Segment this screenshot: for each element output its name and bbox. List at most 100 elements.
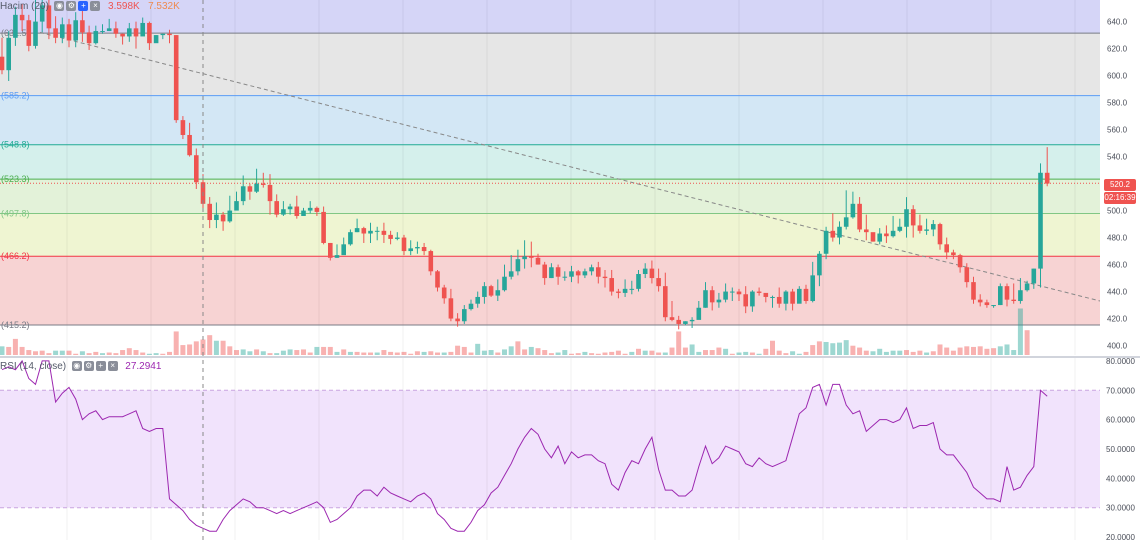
- volume-bar: [435, 352, 440, 355]
- volume-bar: [1004, 344, 1010, 355]
- candle: [676, 315, 681, 330]
- volume-value: 3.598K: [108, 1, 140, 12]
- rsi-pane[interactable]: 20.0000 30.0000 40.0000 50.0000 60.0000 70.00…: [0, 357, 1140, 540]
- volume-bar: [837, 342, 842, 355]
- volume-bar: [796, 353, 802, 355]
- close-icon[interactable]: ×: [107, 361, 118, 372]
- volume-bar: [555, 352, 561, 355]
- candle-body: [13, 14, 18, 38]
- volume-indicator-name: Hacim (20): [0, 1, 49, 12]
- candle-body: [274, 201, 279, 215]
- candle: [575, 269, 581, 284]
- candle: [462, 305, 467, 324]
- candle-body: [354, 228, 360, 233]
- candle: [388, 230, 393, 245]
- candle: [1024, 280, 1030, 292]
- candle: [582, 268, 588, 279]
- eye-icon[interactable]: ◉: [54, 1, 65, 12]
- fib-level-label: (466.2): [1, 251, 30, 261]
- candle: [153, 35, 159, 44]
- volume-bar: [602, 352, 608, 355]
- candle: [709, 286, 715, 311]
- candle-body: [683, 321, 688, 324]
- candle-body: [736, 291, 742, 295]
- candle-body: [709, 290, 715, 303]
- candle-body: [642, 268, 648, 275]
- volume-bar: [863, 350, 869, 355]
- candle: [482, 282, 487, 304]
- candle-body: [535, 257, 541, 265]
- candle-body: [120, 33, 125, 37]
- volume-bar: [783, 353, 789, 355]
- volume-bar: [307, 352, 313, 355]
- add-icon[interactable]: +: [95, 361, 106, 372]
- candle-body: [462, 309, 467, 322]
- candle: [441, 284, 447, 304]
- candle: [917, 214, 923, 234]
- candle-body: [234, 201, 239, 211]
- candle: [602, 269, 608, 288]
- settings-icon[interactable]: ⚙: [66, 1, 77, 12]
- candle-body: [756, 291, 762, 293]
- candle-body: [328, 242, 333, 258]
- candle: [247, 183, 253, 200]
- candle-body: [730, 291, 735, 293]
- candle-body: [482, 286, 487, 297]
- rsi-axis[interactable]: [1100, 358, 1140, 540]
- candle: [984, 299, 990, 308]
- price-tick-label: 400.0: [1107, 342, 1128, 351]
- volume-bar: [883, 351, 889, 355]
- candle-body: [301, 210, 306, 216]
- price-pane[interactable]: (631.5)(585.2)(548.8)(523.3)(497.8)(466.…: [0, 0, 1140, 358]
- volume-bar: [267, 353, 273, 355]
- candle-body: [549, 267, 554, 279]
- candle: [220, 211, 226, 231]
- candle-body: [998, 286, 1003, 306]
- candle-body: [676, 319, 681, 324]
- volume-bar: [59, 350, 65, 355]
- close-icon[interactable]: ×: [90, 1, 101, 12]
- candle: [1031, 268, 1037, 289]
- volume-bar: [535, 348, 541, 355]
- rsi-tick-label: 60.0000: [1106, 416, 1135, 425]
- candle-body: [381, 230, 387, 235]
- candle-body: [106, 28, 112, 32]
- eye-icon[interactable]: ◉: [71, 361, 82, 372]
- volume-bar: [589, 353, 595, 355]
- candle: [529, 241, 534, 268]
- volume-bar: [220, 340, 226, 355]
- candle: [133, 21, 139, 49]
- settings-icon[interactable]: ⚙: [83, 361, 94, 372]
- volume-bar: [234, 350, 239, 355]
- price-axis[interactable]: [1100, 0, 1140, 355]
- volume-bar: [368, 352, 373, 355]
- volume-bar: [930, 351, 936, 355]
- candle-body: [931, 224, 936, 230]
- fib-level-label: (523.3): [1, 174, 30, 184]
- candle-body: [522, 256, 527, 260]
- volume-bar: [575, 353, 581, 355]
- volume-bar: [810, 345, 816, 355]
- volume-bar: [53, 350, 59, 355]
- candle-body: [207, 203, 212, 221]
- candle: [1018, 278, 1023, 304]
- volume-bar: [461, 346, 467, 355]
- candle-body: [602, 276, 608, 279]
- volume-bar: [93, 351, 99, 355]
- trendline[interactable]: [39, 31, 1101, 302]
- candle-body: [743, 294, 748, 307]
- candle: [535, 253, 541, 265]
- rsi-tick-label: 30.0000: [1106, 504, 1135, 513]
- candle: [508, 255, 514, 280]
- candle: [783, 290, 789, 311]
- candle-body: [307, 207, 313, 211]
- candle: [998, 283, 1003, 306]
- volume-bar: [736, 352, 742, 355]
- volume-bar: [857, 347, 863, 355]
- volume-bar: [240, 349, 246, 355]
- candle-body: [401, 237, 407, 252]
- add-icon[interactable]: +: [78, 1, 89, 12]
- fib-band: [0, 213, 1100, 257]
- volume-bar: [113, 353, 119, 355]
